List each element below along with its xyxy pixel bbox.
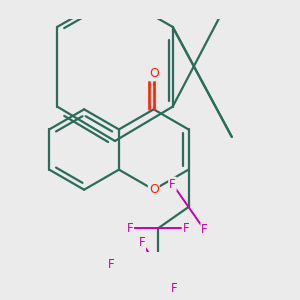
- Text: F: F: [127, 222, 133, 235]
- Text: F: F: [169, 178, 176, 190]
- Text: O: O: [149, 67, 159, 80]
- Text: F: F: [201, 224, 208, 236]
- Text: F: F: [183, 222, 189, 235]
- Text: F: F: [108, 258, 115, 271]
- Text: F: F: [139, 236, 145, 249]
- Text: F: F: [171, 282, 177, 295]
- Text: O: O: [149, 183, 159, 196]
